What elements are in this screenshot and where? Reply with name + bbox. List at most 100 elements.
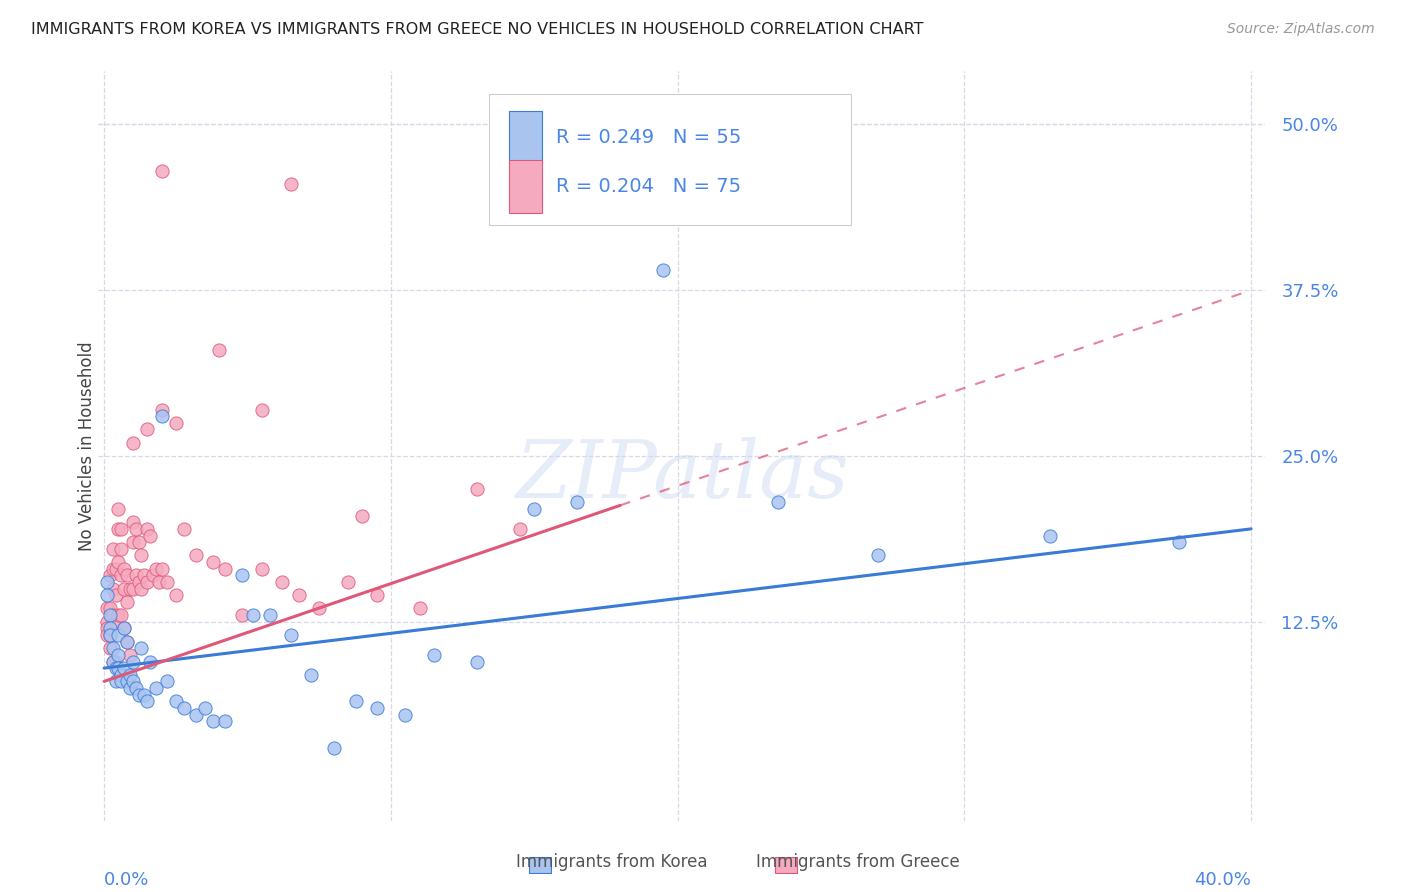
Point xyxy=(112,582,135,596)
Point xyxy=(280,177,302,191)
Point xyxy=(107,502,129,516)
Point xyxy=(136,574,159,589)
Point xyxy=(121,435,143,450)
Text: Immigrants from Greece: Immigrants from Greece xyxy=(756,853,959,871)
Point xyxy=(523,502,546,516)
Point xyxy=(98,628,121,642)
Text: 0.0%: 0.0% xyxy=(104,871,149,889)
FancyBboxPatch shape xyxy=(509,111,541,163)
Point xyxy=(139,528,162,542)
Text: ZIPatlas: ZIPatlas xyxy=(515,437,849,515)
Text: IMMIGRANTS FROM KOREA VS IMMIGRANTS FROM GREECE NO VEHICLES IN HOUSEHOLD CORRELA: IMMIGRANTS FROM KOREA VS IMMIGRANTS FROM… xyxy=(31,22,924,37)
Point xyxy=(509,522,531,536)
Point xyxy=(107,648,129,662)
Point xyxy=(136,694,159,708)
Text: R = 0.249   N = 55: R = 0.249 N = 55 xyxy=(555,128,741,146)
Point xyxy=(115,568,138,582)
Point xyxy=(128,688,150,702)
Point xyxy=(652,263,675,277)
Point xyxy=(98,568,121,582)
Point xyxy=(112,661,135,675)
Point xyxy=(101,541,124,556)
Point xyxy=(125,681,148,695)
Point xyxy=(110,674,132,689)
Point xyxy=(104,615,127,629)
Point xyxy=(125,568,148,582)
Point xyxy=(115,634,138,648)
Point xyxy=(107,628,129,642)
Point xyxy=(128,535,150,549)
Point xyxy=(104,661,127,675)
Point xyxy=(96,621,118,635)
Point xyxy=(250,402,273,417)
Point xyxy=(118,648,141,662)
Point xyxy=(214,714,236,728)
Point xyxy=(101,655,124,669)
Point xyxy=(165,416,187,430)
FancyBboxPatch shape xyxy=(509,161,541,213)
Point xyxy=(465,482,488,496)
Point xyxy=(98,641,121,656)
Point xyxy=(107,661,129,675)
Point xyxy=(145,562,167,576)
Text: 40.0%: 40.0% xyxy=(1194,871,1251,889)
Point xyxy=(110,608,132,623)
Point xyxy=(142,568,165,582)
Point xyxy=(346,694,368,708)
Point xyxy=(242,608,264,623)
Point xyxy=(408,601,430,615)
Point xyxy=(104,588,127,602)
Point xyxy=(110,667,132,681)
Point xyxy=(288,588,311,602)
Point xyxy=(128,574,150,589)
Point xyxy=(150,562,173,576)
Point xyxy=(184,549,207,563)
Point xyxy=(366,588,388,602)
Point xyxy=(96,615,118,629)
Point xyxy=(208,343,231,357)
Point xyxy=(96,628,118,642)
Point xyxy=(98,628,121,642)
Point xyxy=(280,628,302,642)
Point xyxy=(193,701,215,715)
Point xyxy=(136,522,159,536)
Point xyxy=(165,694,187,708)
Point xyxy=(299,667,322,681)
Point xyxy=(1168,535,1191,549)
Point xyxy=(131,641,153,656)
Point xyxy=(131,549,153,563)
Point xyxy=(121,582,143,596)
Point xyxy=(202,555,225,569)
Point xyxy=(118,667,141,681)
Point xyxy=(98,621,121,635)
Text: Source: ZipAtlas.com: Source: ZipAtlas.com xyxy=(1227,22,1375,37)
Point xyxy=(121,674,143,689)
Point xyxy=(156,674,179,689)
Point xyxy=(121,535,143,549)
Point xyxy=(98,608,121,623)
Point xyxy=(202,714,225,728)
Point xyxy=(112,621,135,635)
Point xyxy=(1039,528,1062,542)
Point xyxy=(115,595,138,609)
Point xyxy=(125,522,148,536)
Point xyxy=(231,608,253,623)
Point xyxy=(766,495,789,509)
Point xyxy=(336,574,359,589)
Point xyxy=(394,707,416,722)
Point xyxy=(134,688,156,702)
Point xyxy=(104,655,127,669)
Point xyxy=(96,601,118,615)
Point xyxy=(567,495,589,509)
Point xyxy=(352,508,374,523)
Point xyxy=(173,522,195,536)
Point xyxy=(101,608,124,623)
Point xyxy=(101,655,124,669)
Point xyxy=(231,568,253,582)
Point xyxy=(250,562,273,576)
Point xyxy=(112,621,135,635)
Text: R = 0.204   N = 75: R = 0.204 N = 75 xyxy=(555,178,741,196)
Point xyxy=(118,681,141,695)
Point xyxy=(107,608,129,623)
Point xyxy=(98,601,121,615)
